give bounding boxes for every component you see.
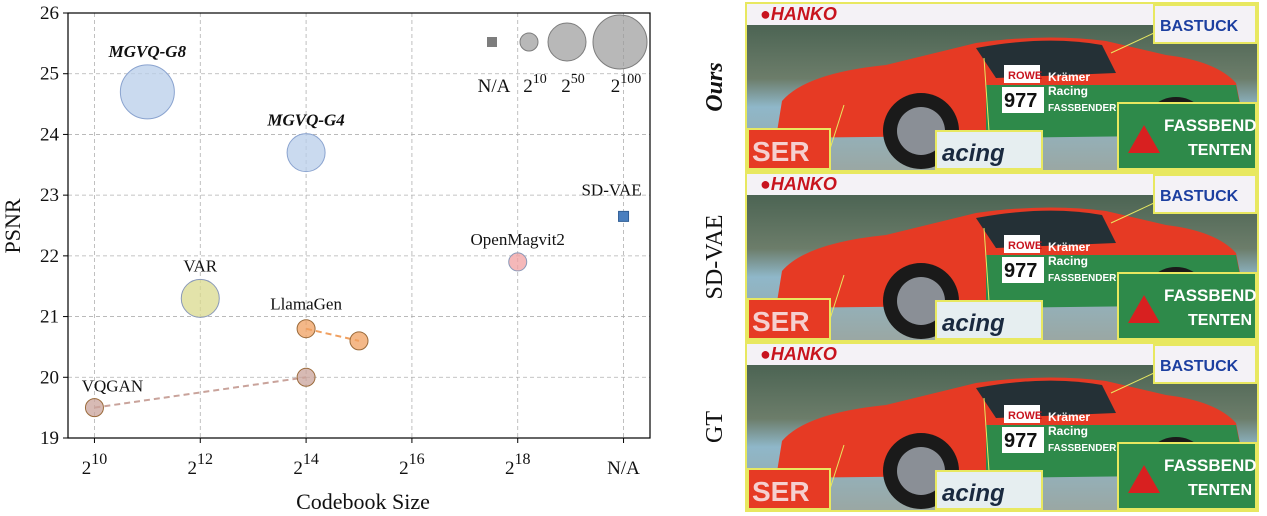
- label-var: VAR: [183, 256, 217, 275]
- comparison-image-ours: [745, 2, 1259, 172]
- marker-openmagvit2: [508, 252, 528, 272]
- row-label-gt: GT: [702, 411, 728, 443]
- label-llamagen: LlamaGen: [270, 295, 342, 314]
- legend-marker-10: [519, 32, 539, 52]
- label-mgvq-g4: MGVQ-G4: [266, 111, 344, 130]
- y-tick-label: 19: [40, 428, 59, 449]
- label-mgvq-g8: MGVQ-G8: [108, 42, 187, 61]
- x-tick-label: N/A: [607, 458, 640, 479]
- y-tick-label: 23: [40, 185, 59, 206]
- marker-mgvq-g4: [286, 133, 326, 173]
- marker-vqgan: [296, 367, 316, 387]
- plot-frame: [67, 12, 651, 439]
- comparison-image-grid: [745, 2, 1259, 512]
- y-tick-label: 26: [40, 3, 59, 24]
- x-axis-title: Codebook Size: [296, 489, 430, 514]
- y-tick-label: 20: [40, 367, 59, 388]
- legend-label: N/A: [478, 76, 511, 97]
- x-axis-ticks: 210 212 214 216 218 N/A: [82, 438, 640, 479]
- y-tick-label: 22: [40, 246, 59, 267]
- row-label-ours: Ours: [702, 62, 728, 111]
- x-tick-label: 210: [82, 451, 108, 479]
- series-connectors: [94, 327, 360, 409]
- scatter-plot: MGVQ-G8 MGVQ-G4 VAR SD-VAE OpenMagvit2 LlamaG…: [0, 3, 651, 514]
- legend-marker-50: [547, 22, 587, 62]
- row-label-sd-vae: SD-VAE: [702, 215, 728, 300]
- point-labels: MGVQ-G8 MGVQ-G4 VAR SD-VAE OpenMagvit2 LlamaG…: [82, 42, 642, 396]
- x-tick-label: 216: [399, 451, 425, 479]
- x-tick-label: 212: [188, 451, 214, 479]
- label-vqgan: VQGAN: [82, 377, 143, 396]
- marker-sd-vae: [618, 210, 630, 222]
- legend-marker-na: [487, 37, 497, 47]
- connector-vqgan: [94, 376, 307, 409]
- marker-llamagen: [296, 319, 316, 339]
- y-tick-label: 24: [40, 124, 60, 145]
- x-tick-label: 214: [293, 451, 319, 479]
- comparison-image-gt: [745, 342, 1259, 512]
- marker-var: [180, 278, 220, 318]
- marker-mgvq-g8: [119, 64, 175, 120]
- y-tick-label: 25: [40, 64, 59, 85]
- marker-vqgan: [84, 398, 104, 418]
- comparison-row-labels: Ours SD-VAE GT: [702, 62, 728, 443]
- label-sd-vae: SD-VAE: [581, 180, 641, 199]
- label-openmagvit2: OpenMagvit2: [471, 230, 565, 249]
- legend-label: 210: [523, 72, 547, 97]
- y-axis-ticks: 19 20 21 22 23 24 25 26: [40, 3, 68, 449]
- y-tick-label: 21: [40, 307, 59, 328]
- data-markers: [84, 64, 630, 418]
- legend-marker-100: [592, 14, 648, 70]
- legend-label: 2100: [611, 72, 642, 97]
- comparison-image-sd-vae: [745, 172, 1259, 342]
- marker-llamagen: [349, 331, 369, 351]
- legend-label: 250: [561, 72, 585, 97]
- size-legend: N/A 210 250 2100: [478, 14, 648, 97]
- y-axis-title: PSNR: [0, 198, 25, 253]
- x-tick-label: 218: [505, 451, 531, 479]
